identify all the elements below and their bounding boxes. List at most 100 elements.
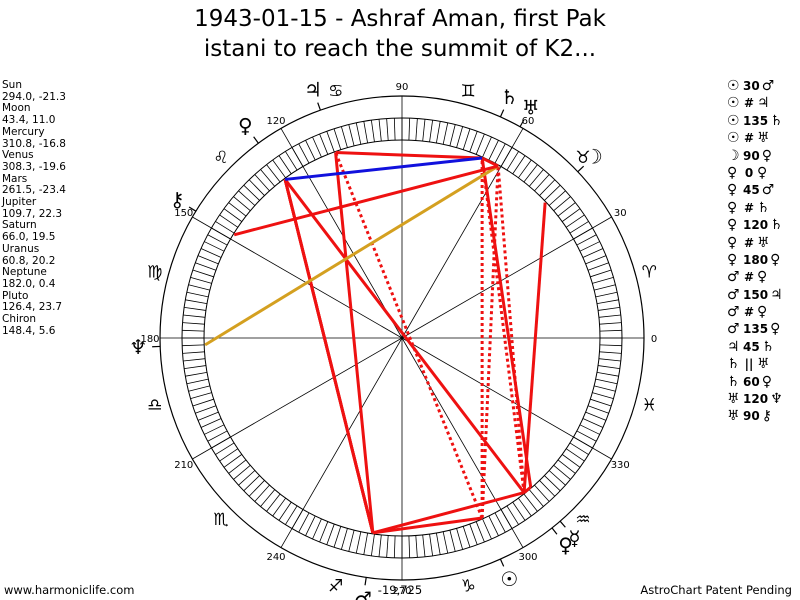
planet-marker-tick (519, 119, 525, 128)
zodiac-scorpio-icon: ♏ (213, 510, 228, 530)
title-line-2: istani to reach the summit of K2... (203, 36, 597, 62)
degree-tick (462, 128, 471, 150)
degree-tick (561, 454, 581, 468)
degree-tick (482, 136, 492, 158)
degree-tick (188, 385, 210, 392)
aspect-row: ☉ # ♃ (727, 95, 783, 112)
degree-tick (363, 532, 369, 555)
aspect-planet-1-icon: ♂ (727, 269, 740, 286)
aspect-line (480, 157, 526, 493)
position-coords-neptune: 182.0, 0.4 (2, 277, 56, 290)
planet-pluto-icon: ♀ (238, 114, 253, 138)
aspect-symbol: 0 (744, 165, 754, 180)
aspect-line (372, 491, 525, 535)
degree-tick (228, 459, 247, 474)
degree-tick (512, 155, 526, 175)
degree-tick (569, 442, 589, 455)
degree-tick (207, 430, 228, 442)
aspect-symbol: # (743, 96, 755, 111)
aspect-symbol: # (743, 131, 755, 146)
zodiac-libra-icon: ♎ (147, 395, 162, 415)
degree-tick (429, 120, 434, 142)
aspect-planet-2-icon: ♆ (770, 391, 783, 408)
degree-tick (579, 241, 600, 252)
degree-tick (215, 442, 235, 455)
degree-tick (590, 269, 612, 278)
degree-tick (553, 464, 571, 480)
position-coords-saturn: 66.0, 19.5 (2, 231, 56, 244)
aspect-row: ♃ 45 ♄ (727, 339, 783, 356)
degree-tick (305, 140, 316, 161)
degree-label: 0 (651, 334, 657, 345)
aspect-planet-1-icon: ♀ (727, 182, 738, 199)
degree-tick (285, 505, 298, 525)
degree-tick (415, 118, 418, 141)
axis-spoke (401, 337, 524, 548)
aspect-row: ♀ 180 ♀ (727, 252, 783, 269)
degree-tick (582, 418, 604, 428)
aspect-row: ♄ 60 ♀ (727, 374, 783, 391)
aspect-planet-2-icon: ♂ (761, 182, 775, 199)
aspect-row: ♀ # ♄ (727, 200, 783, 217)
aspect-row: ♀ 0 ♀ (727, 165, 783, 182)
degree-tick (195, 262, 217, 271)
degree-tick (488, 515, 499, 536)
degree-tick (598, 358, 621, 362)
position-name-sun: Sun (2, 79, 22, 91)
degree-tick (192, 269, 214, 278)
aspect-row: ♄ || ♅ (727, 356, 783, 373)
degree-tick (378, 119, 382, 142)
degree-tick (599, 351, 622, 354)
degree-tick (184, 306, 206, 311)
aspect-symbol: 120 (743, 392, 769, 407)
degree-tick (254, 484, 270, 502)
planet-mars-icon: ♂ (354, 587, 372, 600)
degree-tick (233, 196, 251, 212)
footer-website: www.harmoniclife.com (4, 583, 135, 597)
aspect-planet-2-icon: ♀ (761, 147, 772, 164)
degree-tick (469, 131, 478, 153)
aspect-planet-1-icon: ☉ (727, 130, 740, 147)
degree-tick (599, 344, 622, 347)
position-coords-chiron: 148.4, 5.6 (2, 324, 56, 337)
position-coords-pluto: 126.4, 23.7 (2, 301, 63, 314)
axis-spoke (401, 128, 524, 339)
position-coords-moon: 43.4, 11.0 (2, 114, 56, 127)
planet-marker-tick (499, 558, 505, 567)
aspect-planet-1-icon: ☽ (727, 147, 740, 164)
aspect-planet-1-icon: ♂ (727, 286, 740, 303)
degree-tick (534, 484, 550, 502)
degree-tick (266, 164, 281, 183)
planet-positions-list: Sun 294.0, -21.3 Moon 43.4, 11.0 Mercury 310.… (2, 79, 66, 337)
aspect-line (204, 164, 499, 347)
zodiac-gemini-icon: ♊ (461, 82, 476, 102)
degree-tick (378, 534, 382, 557)
degree-tick (582, 248, 604, 258)
aspect-planet-2-icon: ♃ (770, 286, 783, 303)
planet-chiron-icon: ⚷ (170, 188, 185, 212)
degree-tick (386, 535, 389, 558)
aspect-line (481, 156, 499, 168)
aspect-symbol: 150 (743, 287, 769, 302)
aspect-planet-2-icon: ♃ (757, 95, 770, 112)
aspect-planet-1-icon: ☉ (727, 112, 740, 129)
aspect-symbol: 135 (743, 113, 769, 128)
aspect-line (334, 151, 484, 519)
degree-tick (223, 208, 243, 222)
degree-tick (494, 512, 506, 533)
aspect-planet-2-icon: ♀ (757, 304, 768, 321)
degree-tick (595, 378, 618, 385)
degree-label: 120 (266, 116, 285, 127)
aspect-row: ♂ # ♀ (727, 304, 783, 321)
position-coords-mars: 261.5, -23.4 (2, 184, 66, 197)
zodiac-taurus-icon: ♉ (575, 148, 590, 168)
position-name-jupiter: Jupiter (2, 196, 37, 209)
aspect-symbol: # (743, 235, 755, 250)
position-coords-venus: 308.3, -19.6 (2, 160, 66, 173)
aspect-planet-1-icon: ♀ (727, 164, 738, 181)
degree-tick (278, 501, 292, 521)
aspect-planet-1-icon: ♄ (727, 373, 740, 390)
degree-tick (539, 179, 556, 196)
degree-tick (594, 284, 616, 291)
degree-label: 150 (174, 208, 193, 219)
